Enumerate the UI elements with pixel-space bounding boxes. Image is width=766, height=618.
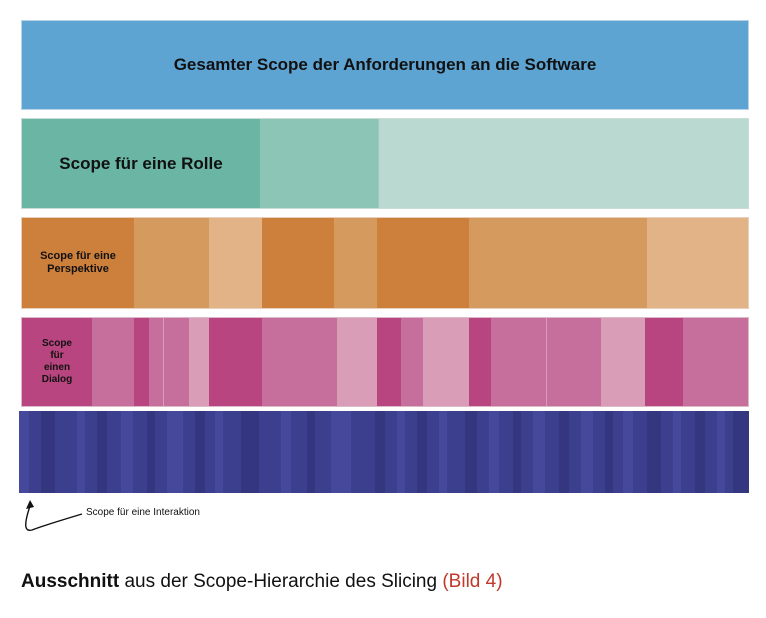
figure-caption: Ausschnitt aus der Scope-Hierarchie des … — [21, 571, 503, 593]
interaction-block — [465, 411, 477, 493]
dialog-block — [134, 318, 149, 406]
dialog-block — [423, 318, 445, 406]
interaction-block — [439, 411, 447, 493]
interaction-block — [717, 411, 725, 493]
interaction-block — [97, 411, 107, 493]
scope-perspective-row: Scope für eine Perspektive — [21, 217, 749, 309]
interaction-block — [41, 411, 55, 493]
scope-dialog-row: Scope für einen Dialog — [21, 317, 749, 407]
perspective-block — [469, 218, 647, 308]
interaction-block — [513, 411, 521, 493]
dialog-block — [163, 318, 189, 406]
interaction-block — [533, 411, 545, 493]
caption-bold: Ausschnitt — [21, 571, 120, 592]
interaction-block — [195, 411, 205, 493]
dialog-block — [262, 318, 337, 406]
dialog-block — [149, 318, 163, 406]
interaction-block — [581, 411, 593, 493]
interaction-block — [281, 411, 291, 493]
role-block-3 — [378, 119, 748, 208]
dialog-block — [209, 318, 262, 406]
dialog-block — [645, 318, 683, 406]
interaction-block — [167, 411, 183, 493]
interaction-block — [241, 411, 259, 493]
interaction-block — [19, 411, 29, 493]
perspective-block — [262, 218, 334, 308]
dialog-block — [546, 318, 601, 406]
dialog-block — [189, 318, 209, 406]
caption-figure-ref: (Bild 4) — [442, 571, 503, 592]
perspective-block — [209, 218, 262, 308]
perspective-block — [22, 218, 134, 308]
interaction-block — [605, 411, 613, 493]
scope-perspective-label: Scope für eine Perspektive — [40, 250, 116, 275]
role-block-1 — [22, 119, 260, 208]
scope-software-label: Gesamter Scope der Anforderungen an die … — [173, 55, 597, 74]
dialog-block — [377, 318, 401, 406]
dialog-block — [22, 318, 92, 406]
perspective-block — [334, 218, 377, 308]
dialog-block — [469, 318, 491, 406]
interaction-block — [673, 411, 681, 493]
scope-interaction-row — [19, 411, 749, 493]
interaction-block — [215, 411, 223, 493]
interaction-block — [489, 411, 499, 493]
scope-dialog-label: Scope für einen Dialog — [41, 338, 73, 385]
perspective-block — [377, 218, 469, 308]
scope-interaction-label: Scope für eine Interaktion — [86, 507, 200, 518]
interaction-block — [397, 411, 405, 493]
interaction-block — [417, 411, 427, 493]
dialog-block — [445, 318, 469, 406]
dialog-block — [683, 318, 748, 406]
interaction-block — [331, 411, 351, 493]
dialog-block — [601, 318, 645, 406]
scope-role-row: Scope für eine Rolle — [21, 118, 749, 209]
dialog-block — [337, 318, 377, 406]
dialog-block — [401, 318, 423, 406]
interaction-block — [559, 411, 569, 493]
role-block-2 — [260, 119, 378, 208]
interaction-block — [121, 411, 133, 493]
interaction-block — [307, 411, 315, 493]
curved-arrow-icon — [25, 500, 83, 531]
dialog-block — [92, 318, 134, 406]
caption-text: aus der Scope-Hierarchie des Slicing — [119, 571, 443, 592]
interaction-block — [77, 411, 85, 493]
interaction-block — [375, 411, 385, 493]
dialog-block — [491, 318, 546, 406]
perspective-block — [134, 218, 209, 308]
scope-role-label: Scope für eine Rolle — [59, 153, 223, 173]
interaction-block — [733, 411, 749, 493]
interaction-block — [695, 411, 705, 493]
interaction-block — [647, 411, 661, 493]
scope-software-block: Gesamter Scope der Anforderungen an die … — [21, 20, 749, 110]
perspective-block — [647, 218, 748, 308]
interaction-block — [623, 411, 633, 493]
interaction-block — [147, 411, 155, 493]
